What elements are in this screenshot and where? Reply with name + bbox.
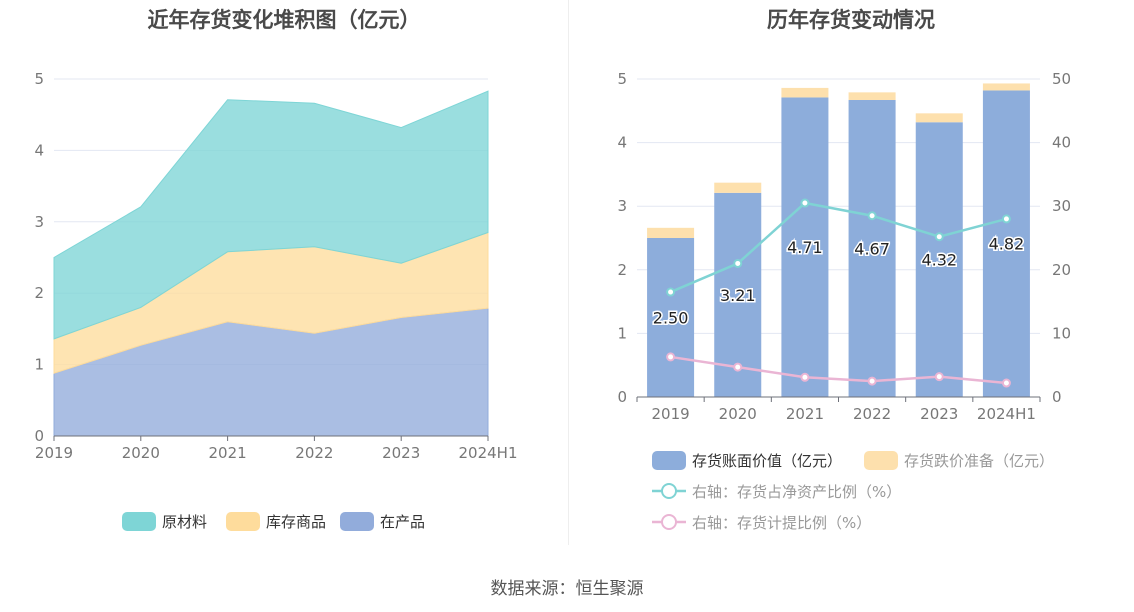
- line-point: [867, 211, 877, 221]
- x-tick-label: 2021: [786, 405, 824, 423]
- y-tick-label: 0: [617, 388, 627, 406]
- x-tick-label: 2023: [382, 444, 420, 462]
- y-tick-label: 4: [34, 141, 44, 159]
- y-tick-label: 2: [34, 284, 44, 302]
- line-point: [666, 352, 676, 362]
- y-tick-label: 4: [617, 134, 627, 152]
- y2-tick-label: 0: [1052, 388, 1062, 406]
- bar-book-value: [982, 90, 1030, 397]
- legend-label: 右轴：存货占净资产比例（%）: [692, 483, 901, 501]
- line-point: [666, 287, 676, 297]
- legend-label: 原材料: [162, 513, 207, 531]
- x-tick-label: 2022: [853, 405, 891, 423]
- legend-label: 存货账面价值（亿元）: [692, 452, 842, 470]
- y-tick-label: 5: [34, 70, 44, 88]
- line-point: [733, 258, 743, 268]
- x-tick-label: 2024H1: [459, 444, 518, 462]
- line-net-asset-ratio: [670, 201, 1007, 294]
- stacked-area-chart: 0 1 2 3 4 5 2019 2020 2021 2022 2023 2024H1 原材料 库存商品 在…: [34, 70, 518, 531]
- legend-line-marker: [661, 483, 677, 499]
- bar-book-value: [781, 97, 829, 397]
- bar-value-label: 2.50: [653, 309, 689, 328]
- line-point: [1001, 214, 1011, 224]
- x-tick-label: 2020: [719, 405, 757, 423]
- y-tick-label: 1: [34, 356, 44, 374]
- y2-tick-label: 30: [1052, 197, 1071, 215]
- bar-book-value: [915, 122, 963, 398]
- line-point: [934, 372, 944, 382]
- x-tick-label: 2020: [122, 444, 160, 462]
- bar-value-label: 4.71: [787, 238, 823, 257]
- legend-swatch: [864, 451, 898, 470]
- y-tick-label: 5: [617, 70, 627, 88]
- legend-label: 在产品: [380, 513, 425, 531]
- x-tick-label: 2021: [209, 444, 247, 462]
- y-tick-label: 3: [617, 197, 627, 215]
- legend-line-marker: [661, 514, 677, 530]
- bar-value-label: 3.21: [720, 286, 756, 305]
- legend-label: 右轴：存货计提比例（%）: [692, 514, 871, 532]
- bar-value-label: 4.82: [989, 235, 1025, 254]
- y-tick-label: 1: [617, 324, 627, 342]
- legend-swatch: [226, 512, 260, 531]
- x-tick-label: 2019: [651, 405, 689, 423]
- line-point: [800, 198, 810, 208]
- bar-book-value: [848, 99, 896, 397]
- legend-label: 存货跌价准备（亿元）: [904, 452, 1054, 470]
- line-point: [733, 362, 743, 372]
- x-tick-label: 2024H1: [977, 405, 1036, 423]
- y2-tick-label: 40: [1052, 134, 1071, 152]
- line-point: [800, 372, 810, 382]
- bar-value-label: 4.32: [921, 251, 957, 270]
- x-tick-label: 2019: [35, 444, 73, 462]
- y2-tick-label: 10: [1052, 324, 1071, 342]
- x-tick-label: 2022: [295, 444, 333, 462]
- line-point: [934, 232, 944, 242]
- y2-tick-label: 20: [1052, 261, 1071, 279]
- legend-label: 库存商品: [266, 513, 326, 531]
- bar-impairment: [848, 92, 896, 100]
- bar-impairment: [781, 87, 829, 98]
- right-chart-title: 历年存货变动情况: [767, 8, 935, 32]
- bar-impairment: [915, 113, 963, 123]
- legend-swatch: [340, 512, 374, 531]
- chart-divider: [568, 0, 569, 545]
- y-tick-label: 0: [34, 427, 44, 445]
- y-tick-label: 3: [34, 213, 44, 231]
- bar-impairment: [647, 227, 695, 238]
- area-原材料: [53, 90, 489, 340]
- line-provision-ratio: [670, 355, 1007, 385]
- bar-value-label: 4.67: [854, 239, 890, 258]
- data-source-label: 数据来源：恒生聚源: [490, 579, 644, 599]
- legend-swatch: [652, 451, 686, 470]
- bar-impairment: [982, 83, 1030, 91]
- bar-impairment: [714, 182, 762, 193]
- x-tick-label: 2023: [920, 405, 958, 423]
- legend-swatch: [122, 512, 156, 531]
- y-tick-label: 2: [617, 261, 627, 279]
- line-point: [867, 376, 877, 386]
- left-chart-title: 近年存货变化堆积图（亿元）: [147, 8, 421, 32]
- line-point: [1001, 378, 1011, 388]
- bar-book-value: [647, 238, 695, 397]
- y2-tick-label: 50: [1052, 70, 1071, 88]
